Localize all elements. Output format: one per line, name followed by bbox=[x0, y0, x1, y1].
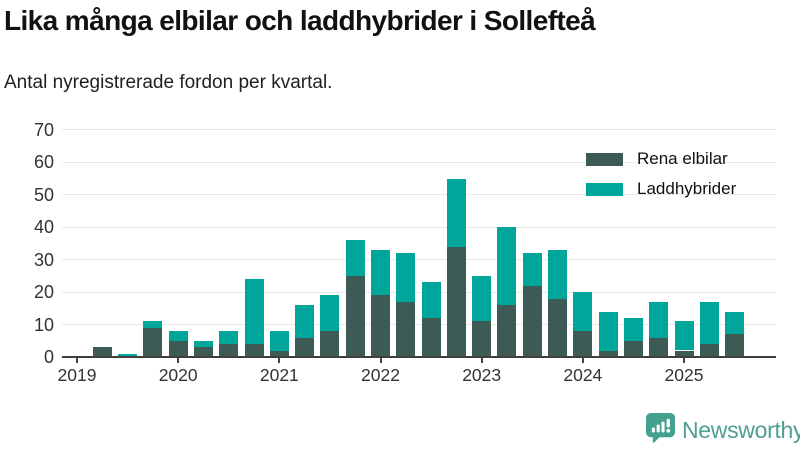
chart-title: Lika många elbilar och laddhybrider i So… bbox=[4, 5, 596, 36]
bar-segment-laddhybrider bbox=[143, 321, 163, 328]
bar-segment-rena-elbilar bbox=[371, 295, 390, 357]
bar-segment-rena-elbilar bbox=[446, 246, 466, 357]
x-axis-year-label: 2022 bbox=[361, 365, 400, 385]
x-axis-tick bbox=[683, 358, 685, 363]
bar-segment-rena-elbilar bbox=[674, 350, 694, 357]
bar-segment-rena-elbilar bbox=[295, 337, 315, 357]
brand-name: Newsworthy bbox=[682, 416, 800, 443]
bar-segment-laddhybrider bbox=[244, 279, 264, 344]
bar-segment-laddhybrider bbox=[472, 275, 492, 322]
bar-segment-laddhybrider bbox=[623, 318, 643, 341]
x-axis-line bbox=[62, 356, 776, 358]
y-axis-tick-label: 10 bbox=[33, 314, 54, 335]
gridline bbox=[62, 324, 776, 326]
y-axis-tick-label: 70 bbox=[33, 119, 54, 140]
bar-segment-rena-elbilar bbox=[598, 350, 618, 357]
bar-segment-laddhybrider bbox=[598, 311, 618, 351]
bar-segment-laddhybrider bbox=[269, 331, 289, 351]
gridline bbox=[62, 291, 776, 293]
gridline bbox=[62, 161, 776, 163]
bar-segment-laddhybrider bbox=[193, 340, 213, 348]
bar-segment-rena-elbilar bbox=[320, 331, 340, 357]
bar-segment-laddhybrider bbox=[371, 249, 390, 296]
bar-segment-rena-elbilar bbox=[244, 344, 264, 357]
bar-segment-laddhybrider bbox=[118, 353, 138, 357]
x-axis-year-label: 2019 bbox=[57, 365, 97, 385]
bar-segment-rena-elbilar bbox=[193, 347, 213, 357]
bar-segment-laddhybrider bbox=[421, 282, 441, 319]
bar-segment-rena-elbilar bbox=[143, 327, 163, 357]
x-axis-tick bbox=[278, 358, 281, 363]
x-axis-tick bbox=[480, 358, 483, 363]
bar-segment-laddhybrider bbox=[295, 305, 315, 338]
bar-segment-rena-elbilar bbox=[649, 337, 669, 357]
bar-segment-laddhybrider bbox=[219, 331, 239, 345]
legend-swatch-rena-elbilar bbox=[586, 152, 623, 166]
bar-segment-laddhybrider bbox=[497, 227, 517, 306]
bar-segment-laddhybrider bbox=[674, 321, 694, 351]
x-axis-year-label: 2020 bbox=[158, 365, 198, 385]
bar-segment-rena-elbilar bbox=[522, 285, 542, 357]
bar-segment-rena-elbilar bbox=[623, 340, 643, 357]
bar-segment-rena-elbilar bbox=[219, 344, 239, 357]
y-axis-tick-label: 20 bbox=[33, 282, 54, 303]
bar-segment-laddhybrider bbox=[725, 311, 745, 335]
bar-segment-laddhybrider bbox=[446, 178, 466, 247]
bar-segment-laddhybrider bbox=[522, 253, 542, 286]
x-axis-year-label: 2024 bbox=[563, 365, 603, 385]
bar-segment-rena-elbilar bbox=[472, 321, 492, 357]
brand-footer: Newsworthy bbox=[645, 412, 800, 448]
legend-item-laddhybrider: Laddhybrider bbox=[586, 174, 736, 204]
gridline bbox=[62, 226, 776, 228]
x-axis-tick bbox=[177, 358, 180, 363]
x-axis-year-label: 2023 bbox=[462, 365, 502, 385]
gridline bbox=[62, 194, 776, 196]
x-axis-tick bbox=[581, 358, 584, 363]
x-axis-year-label: 2021 bbox=[259, 365, 299, 385]
bar-segment-rena-elbilar bbox=[269, 350, 289, 357]
bar-segment-rena-elbilar bbox=[725, 334, 745, 357]
legend: Rena elbilar Laddhybrider bbox=[586, 144, 736, 204]
bar-segment-rena-elbilar bbox=[421, 318, 441, 357]
bar-segment-rena-elbilar bbox=[168, 340, 188, 357]
legend-label-laddhybrider: Laddhybrider bbox=[637, 179, 737, 198]
x-axis-year-label: 2025 bbox=[664, 365, 704, 385]
bar-segment-laddhybrider bbox=[345, 240, 365, 276]
legend-swatch-laddhybrider bbox=[586, 182, 623, 196]
bar-segment-rena-elbilar bbox=[699, 344, 719, 357]
bar-segment-laddhybrider bbox=[649, 301, 669, 338]
bar-segment-rena-elbilar bbox=[345, 275, 365, 357]
gridline bbox=[62, 129, 776, 131]
y-axis-tick-label: 30 bbox=[33, 249, 54, 270]
bar-segment-rena-elbilar bbox=[92, 347, 112, 357]
y-axis-tick-label: 0 bbox=[43, 347, 54, 367]
newsworthy-logo-icon bbox=[645, 412, 676, 448]
bar-segment-laddhybrider bbox=[548, 249, 568, 299]
bar-segment-laddhybrider bbox=[320, 295, 340, 332]
bar-segment-laddhybrider bbox=[573, 292, 593, 332]
y-axis-tick-label: 60 bbox=[33, 152, 54, 173]
bar-segment-laddhybrider bbox=[699, 301, 719, 345]
legend-item-rena-elbilar: Rena elbilar bbox=[586, 144, 736, 174]
bar-segment-laddhybrider bbox=[396, 253, 416, 302]
bar-segment-laddhybrider bbox=[168, 331, 188, 341]
bar-segment-rena-elbilar bbox=[396, 301, 416, 357]
y-axis-tick-label: 50 bbox=[33, 184, 54, 205]
legend-label-rena-elbilar: Rena elbilar bbox=[637, 149, 728, 168]
bar-segment-rena-elbilar bbox=[548, 298, 568, 357]
bar-segment-rena-elbilar bbox=[573, 331, 593, 357]
x-axis-tick bbox=[379, 358, 382, 363]
x-axis-tick bbox=[76, 358, 78, 363]
bar-segment-rena-elbilar bbox=[497, 305, 517, 357]
gridline bbox=[62, 259, 776, 261]
y-axis-tick-label: 40 bbox=[33, 217, 54, 238]
chart-subtitle: Antal nyregistrerade fordon per kvartal. bbox=[4, 72, 333, 93]
